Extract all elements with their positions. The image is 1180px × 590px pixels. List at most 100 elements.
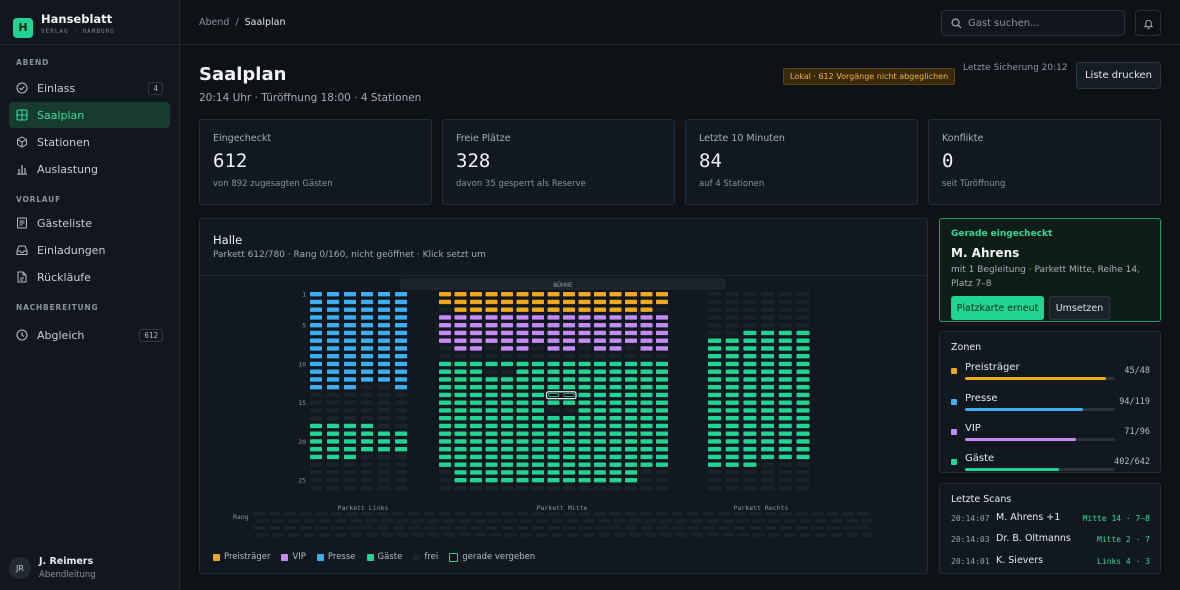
seat[interactable]: [563, 385, 575, 390]
seat[interactable]: [625, 439, 637, 444]
seat[interactable]: [743, 338, 757, 343]
seat[interactable]: [725, 408, 739, 413]
seat-rang[interactable]: [547, 526, 560, 530]
seat[interactable]: [743, 377, 757, 382]
seat[interactable]: [725, 462, 739, 467]
seat[interactable]: [563, 416, 575, 421]
seat-rang[interactable]: [718, 526, 730, 530]
seat[interactable]: [743, 431, 757, 436]
seat[interactable]: [594, 369, 606, 374]
seat-rang[interactable]: [706, 533, 719, 537]
seat[interactable]: [516, 485, 529, 491]
seat[interactable]: [310, 485, 322, 491]
seat[interactable]: [578, 408, 591, 413]
seat[interactable]: [327, 447, 339, 452]
seat-rang[interactable]: [799, 533, 812, 537]
seat[interactable]: [778, 392, 792, 398]
seat-rang[interactable]: [702, 526, 715, 530]
seat[interactable]: [708, 346, 721, 351]
seat-highlight[interactable]: [548, 392, 559, 397]
seat[interactable]: [625, 299, 637, 305]
seat[interactable]: [547, 416, 560, 421]
seat[interactable]: [640, 361, 653, 367]
seat[interactable]: [378, 385, 390, 390]
seat[interactable]: [656, 338, 668, 343]
seat[interactable]: [532, 454, 544, 460]
seat[interactable]: [743, 439, 757, 444]
seat[interactable]: [708, 408, 721, 413]
seat[interactable]: [454, 361, 467, 367]
seat-rang[interactable]: [272, 519, 285, 523]
seat[interactable]: [778, 346, 792, 351]
seat-rang[interactable]: [609, 512, 622, 516]
seat[interactable]: [708, 315, 721, 320]
seat[interactable]: [563, 447, 575, 452]
seat[interactable]: [725, 470, 739, 475]
seat[interactable]: [547, 354, 560, 359]
seat[interactable]: [796, 338, 810, 343]
seat[interactable]: [310, 338, 322, 343]
seat[interactable]: [485, 292, 498, 297]
seat[interactable]: [395, 299, 407, 305]
seat-rang[interactable]: [392, 526, 405, 530]
seat[interactable]: [743, 408, 757, 413]
seat-rang[interactable]: [857, 526, 870, 530]
seat[interactable]: [378, 330, 390, 336]
seat[interactable]: [454, 315, 467, 320]
seat[interactable]: [378, 338, 390, 343]
seat[interactable]: [708, 377, 721, 382]
seat[interactable]: [778, 354, 792, 359]
seat[interactable]: [725, 323, 739, 328]
seat[interactable]: [327, 307, 339, 312]
seat[interactable]: [485, 330, 498, 336]
seat[interactable]: [310, 408, 322, 413]
seat[interactable]: [625, 400, 637, 405]
seat[interactable]: [532, 361, 544, 367]
seat[interactable]: [439, 330, 451, 336]
seat[interactable]: [609, 447, 622, 452]
seat-rang[interactable]: [439, 526, 451, 530]
seat[interactable]: [454, 377, 467, 382]
seat[interactable]: [501, 462, 513, 467]
seat[interactable]: [395, 392, 407, 398]
seat[interactable]: [439, 462, 451, 467]
seat-rang[interactable]: [815, 533, 827, 537]
seat[interactable]: [609, 361, 622, 367]
seat[interactable]: [708, 323, 721, 328]
seat[interactable]: [578, 431, 591, 436]
seat[interactable]: [310, 392, 322, 398]
seat[interactable]: [578, 299, 591, 305]
seat[interactable]: [725, 447, 739, 452]
seat[interactable]: [594, 454, 606, 460]
seat[interactable]: [454, 439, 467, 444]
user-profile[interactable]: JR J. Reimers Abendleitung: [9, 556, 96, 580]
seat[interactable]: [395, 439, 407, 444]
seat[interactable]: [439, 315, 451, 320]
seat[interactable]: [439, 354, 451, 359]
seat[interactable]: [656, 431, 668, 436]
seat[interactable]: [361, 416, 373, 421]
seat[interactable]: [310, 315, 322, 320]
seat[interactable]: [516, 462, 529, 467]
seat[interactable]: [708, 478, 721, 483]
seat[interactable]: [609, 416, 622, 421]
seat[interactable]: [516, 408, 529, 413]
seat[interactable]: [761, 423, 775, 429]
seat-rang[interactable]: [284, 526, 296, 530]
seat[interactable]: [761, 416, 775, 421]
seat[interactable]: [563, 462, 575, 467]
seat-rang[interactable]: [319, 519, 331, 523]
seat[interactable]: [361, 346, 373, 351]
seat[interactable]: [361, 377, 373, 382]
seat[interactable]: [344, 478, 356, 483]
seat[interactable]: [310, 385, 322, 390]
breadcrumb-parent[interactable]: Abend: [199, 16, 230, 28]
seat[interactable]: [640, 454, 653, 460]
sidebar-item-gaesteliste[interactable]: Gästeliste: [9, 210, 170, 236]
seat[interactable]: [361, 299, 373, 305]
seat[interactable]: [796, 447, 810, 452]
seat[interactable]: [361, 385, 373, 390]
seat[interactable]: [578, 416, 591, 421]
seat-rang[interactable]: [567, 533, 579, 537]
seat[interactable]: [516, 470, 529, 475]
